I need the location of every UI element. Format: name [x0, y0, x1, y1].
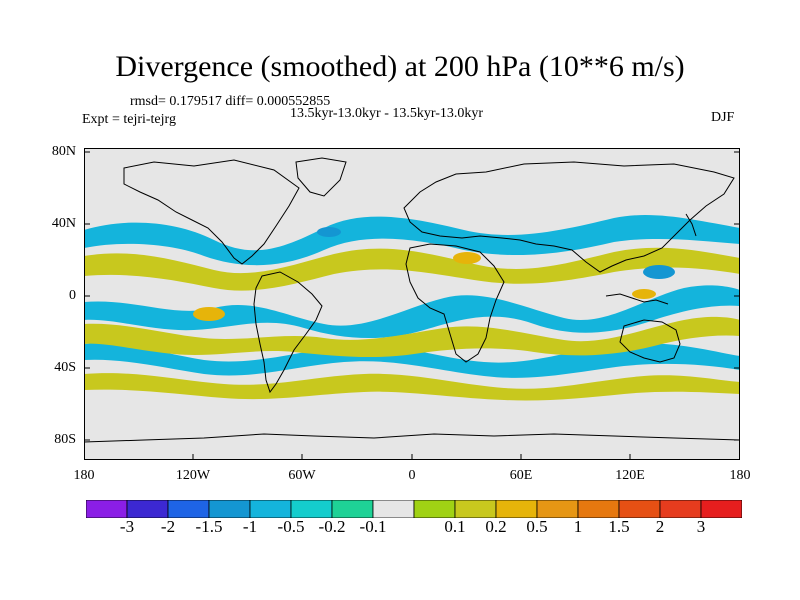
lat-label-80n: 80N — [51, 144, 76, 159]
colorbar-box — [331, 500, 374, 518]
season-label: DJF — [711, 110, 735, 125]
colorbar-label: 0.2 — [485, 517, 507, 536]
coast-australia — [619, 319, 681, 363]
colorbar-box — [495, 500, 538, 518]
strong-pos-patch-3 — [632, 289, 656, 299]
neg-band-eq — [84, 285, 740, 339]
colorbar-box — [208, 500, 251, 518]
stats-text: rmsd= 0.179517 diff= 0.000552855 — [130, 94, 331, 109]
colorbar-box — [577, 500, 620, 518]
colorbar-label: -1.5 — [195, 517, 223, 536]
pos-band-eq — [84, 316, 740, 358]
lon-label-60e: 60E — [509, 468, 533, 483]
colorbar-label: 2 — [655, 517, 665, 536]
colorbar-label: -0.1 — [359, 517, 387, 536]
colorbar-box — [167, 500, 210, 518]
lon-label-60w: 60W — [288, 468, 316, 483]
coast-south-america — [253, 271, 323, 394]
strong-neg-patch-1 — [643, 265, 675, 279]
coast-eurasia — [403, 161, 735, 273]
colorbar-box — [290, 500, 333, 518]
colorbar-box — [86, 500, 128, 518]
colorbar-label: 3 — [696, 517, 706, 536]
colorbar-label: -1 — [242, 517, 258, 536]
lon-label-120e: 120E — [615, 468, 645, 483]
colorbar-box — [454, 500, 497, 518]
colorbar-label: 1 — [573, 517, 583, 536]
colorbar-box — [126, 500, 169, 518]
coast-greenland — [295, 157, 347, 197]
colorbar-box — [700, 500, 742, 518]
lat-label-40n: 40N — [51, 216, 76, 231]
coast-japan — [685, 213, 697, 237]
colorbar-box — [372, 500, 415, 518]
coastlines — [84, 157, 740, 443]
coast-antarctica — [84, 433, 740, 443]
divergence-map — [84, 148, 740, 460]
lat-label-80s: 80S — [54, 432, 76, 447]
lon-label-180w: 180 — [73, 468, 95, 483]
lon-label-120w: 120W — [175, 468, 211, 483]
lon-label-0: 0 — [408, 468, 416, 483]
colorbar-label: -2 — [160, 517, 176, 536]
coast-africa — [405, 243, 505, 363]
colorbar-box — [413, 500, 456, 518]
colorbar-label: 1.5 — [608, 517, 630, 536]
colorbar-label: -0.5 — [277, 517, 305, 536]
lat-label-0: 0 — [69, 288, 76, 303]
colorbar-label: -3 — [119, 517, 135, 536]
coast-north-america — [123, 159, 300, 265]
colorbar-box — [659, 500, 702, 518]
colorbar-box — [618, 500, 661, 518]
neg-band-n1 — [84, 215, 740, 266]
strong-pos-patch-1 — [193, 307, 225, 321]
divergence-fields — [84, 215, 740, 401]
experiment-text: Expt = tejri-tejrg — [82, 112, 176, 127]
period-text: 13.5kyr-13.0kyr - 13.5kyr-13.0kyr — [290, 106, 484, 121]
colorbar — [86, 500, 742, 518]
colorbar-label: -0.2 — [318, 517, 346, 536]
pos-band-n1 — [84, 247, 740, 291]
lat-label-40s: 40S — [54, 360, 76, 375]
pos-band-s1 — [84, 373, 740, 401]
colorbar-label: 0.1 — [444, 517, 466, 536]
map-ticks — [84, 151, 740, 460]
coast-indonesia — [605, 293, 669, 305]
colorbar-box — [249, 500, 292, 518]
strong-neg-patch-2 — [317, 227, 341, 237]
strong-pos-patch-2 — [453, 252, 481, 264]
colorbar-label: 0.5 — [526, 517, 548, 536]
lon-label-180e: 180 — [729, 468, 751, 483]
colorbar-box — [536, 500, 579, 518]
map-title: Divergence (smoothed) at 200 hPa (10**6 … — [115, 50, 685, 83]
